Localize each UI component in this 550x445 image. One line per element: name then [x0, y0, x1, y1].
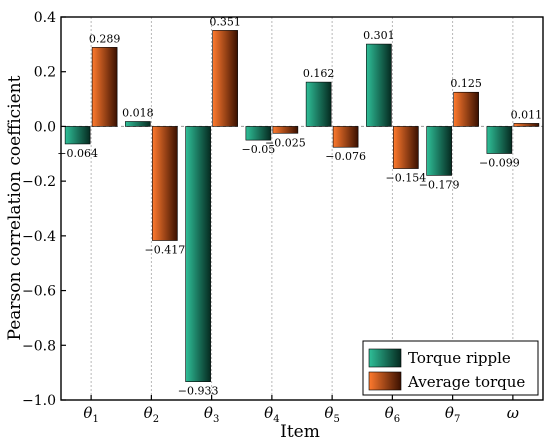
legend-swatch-average-torque: [368, 371, 402, 391]
x-tick-label: ω: [507, 404, 519, 422]
data-label: −0.076: [325, 150, 366, 163]
y-tick-label: −1.0: [22, 393, 56, 409]
bar-average-torque: [332, 126, 359, 148]
bar-torque-ripple: [366, 43, 392, 127]
bar-torque-ripple: [426, 126, 452, 176]
x-tick-label: θ5: [324, 404, 339, 425]
legend-swatch-torque-ripple: [368, 348, 402, 368]
x-tick-label: θ6: [385, 404, 400, 425]
bar-average-torque: [91, 47, 118, 127]
bar-torque-ripple: [486, 126, 513, 154]
legend-label-torque-ripple: Torque ripple: [408, 349, 511, 367]
data-label: 0.125: [450, 77, 482, 90]
x-tick-label: θ1: [83, 404, 98, 425]
data-label: 0.162: [303, 67, 335, 80]
y-tick-label: −0.8: [22, 338, 56, 354]
data-label: 0.289: [89, 32, 121, 45]
data-label: −0.154: [386, 172, 427, 185]
bar-average-torque: [453, 91, 479, 127]
legend: Torque ripple Average torque: [362, 340, 539, 396]
y-tick-label: −0.4: [22, 229, 56, 245]
y-axis-title: Pearson correlation coefficient: [5, 75, 25, 340]
data-label: −0.933: [178, 385, 219, 398]
x-tick-label: θ4: [264, 404, 279, 425]
x-tick-label: θ7: [445, 404, 460, 425]
bar-average-torque: [513, 123, 540, 127]
data-label: 0.301: [363, 29, 395, 42]
bar-torque-ripple: [305, 81, 332, 127]
data-label: 0.018: [122, 107, 154, 120]
bar-torque-ripple: [125, 121, 151, 127]
bar-average-torque: [152, 126, 178, 241]
y-tick-label: 0.4: [34, 10, 56, 26]
x-tick-label: θ3: [204, 404, 219, 425]
legend-label-average-torque: Average torque: [407, 373, 525, 391]
axes: 0.4 0.2 0.0 −0.2 −0.4 −0.6 −0.8 −1.0 θ1 θ2 θ3 θ4 θ5 θ…: [22, 10, 519, 425]
bar-average-torque: [272, 126, 299, 134]
data-label: 0.011: [511, 108, 543, 121]
bar-average-torque: [393, 126, 419, 169]
x-axis-title: Item: [280, 422, 320, 442]
data-label: −0.05: [242, 143, 276, 156]
y-tick-label: 0.0: [34, 119, 56, 135]
data-label: −0.179: [419, 178, 460, 191]
plot-frame: [60, 16, 544, 401]
bar-torque-ripple: [64, 126, 91, 145]
bar-average-torque: [212, 30, 238, 127]
data-labels: −0.0640.018−0.933−0.050.1620.301−0.179−0…: [57, 15, 542, 397]
bar-torque-ripple: [245, 126, 272, 141]
data-label: −0.417: [145, 244, 186, 257]
bars: [64, 30, 540, 382]
y-tick-label: −0.6: [22, 284, 56, 300]
data-label: −0.025: [265, 136, 306, 149]
x-tick-label: θ2: [144, 404, 159, 425]
y-tick-label: −0.2: [22, 174, 56, 190]
y-tick-label: 0.2: [34, 65, 56, 81]
bar-torque-ripple: [185, 126, 211, 382]
data-label: −0.099: [479, 157, 520, 170]
data-label: −0.064: [57, 147, 98, 160]
data-label: 0.351: [209, 15, 241, 28]
